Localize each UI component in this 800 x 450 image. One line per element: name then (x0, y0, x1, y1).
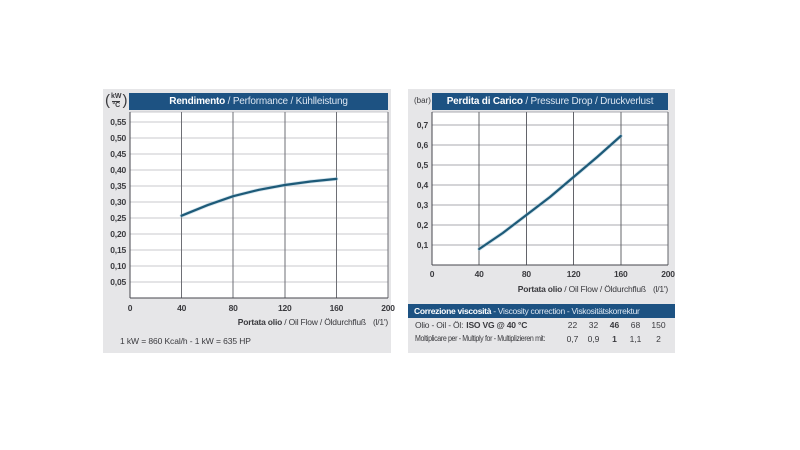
visc-header-primary: Correzione viscosità (414, 306, 492, 316)
oil-label-bold: ISO VG @ 40 °C (466, 320, 528, 330)
xlabel-rest: / Oil Flow / Öldurchfluß (282, 317, 366, 327)
performance-panel: 0,05 0,10 0,15 0,20 0,25 0,30 0,35 0,40 0,45 0,50… (103, 89, 395, 353)
y-tick-label: 0,35 (110, 181, 126, 191)
y-tick-label: 0,25 (110, 213, 126, 223)
pressure-drop-chart: 0,1 0,2 0,3 0,4 0,5 0,6 0,7 0 40 80 120 160 200 (417, 111, 675, 279)
y-tick-label: 0,55 (110, 117, 126, 127)
xlabel-bold: Portata olio (517, 284, 563, 294)
viscosity-row-multiplier: Moltiplicare per - Multiply for - Multip… (408, 334, 675, 346)
xlabel-unit: (l/1') (372, 317, 388, 327)
visc-header-secondary: - Viscosity correction - Viskositätskorr… (491, 306, 640, 316)
title-primary: Rendimento (169, 96, 226, 107)
pressure-y-axis-unit: (bar) (414, 96, 431, 105)
pressure_drop-curve (478, 134, 622, 251)
x-tick-label: 0 (128, 303, 133, 313)
viscosity-row1-value: 68 (630, 320, 641, 330)
y-tick-label: 0,15 (110, 245, 126, 255)
viscosity-row2-value: 1 (612, 334, 617, 344)
viscosity-row2-value: 0,7 (566, 334, 579, 344)
xlabel-rest: / Oil Flow / Öldurchfluß (562, 284, 646, 294)
x-tick-label: 120 (567, 269, 581, 279)
oil-grade-values: 22 32 46 68 150 (562, 320, 671, 330)
x-tick-label: 160 (614, 269, 628, 279)
y-tick-label: 0,50 (110, 133, 126, 143)
title-secondary: / Performance / Kühlleistung (225, 96, 348, 107)
pressure-drop-panel: 0,1 0,2 0,3 0,4 0,5 0,6 0,7 0 40 80 120 160 200 (bar… (408, 89, 675, 353)
xlabel-bold: Portata olio (237, 317, 283, 327)
y-tick-label: 0,40 (110, 165, 126, 175)
x-tick-label: 160 (330, 303, 344, 313)
oil-label-regular: Olio - Oil - Öl: (415, 320, 464, 330)
power-conversion-note: 1 kW = 860 Kcal/h - 1 kW = 635 HP (120, 336, 251, 346)
y-tick-label: 0,20 (110, 229, 126, 239)
y-tick-label: 0,05 (110, 277, 126, 287)
oil-grade-label: Olio - Oil - Öl: ISO VG @ 40 °C (415, 320, 527, 330)
viscosity-row1-value: 150 (651, 320, 666, 330)
unit-denominator: °C (112, 100, 121, 109)
title-secondary: / Pressure Drop / Druckverlust (522, 96, 654, 107)
y-tick-label: 0,4 (417, 180, 429, 190)
performance-chart: 0,05 0,10 0,15 0,20 0,25 0,30 0,35 0,40 0,45 0,50… (110, 111, 395, 313)
pressure-drop-chart-title: Perdita di Carico / Pressure Drop / Druc… (432, 93, 668, 110)
y-tick-label: 0,10 (110, 261, 126, 271)
y-tick-label: 0,7 (417, 120, 429, 130)
unit-numerator: kW (111, 92, 122, 100)
multiplier-values: 0,7 0,9 1 1,1 2 (562, 334, 671, 344)
xlabel-unit: (l/1') (652, 284, 668, 294)
viscosity-row-oil-grade: Olio - Oil - Öl: ISO VG @ 40 °C 22 32 46 68 1… (408, 320, 675, 332)
paren-open: ( (105, 92, 110, 109)
paren-close: ) (122, 92, 128, 109)
x-tick-label: 0 (430, 269, 435, 279)
viscosity-row1-value: 46 (609, 320, 620, 330)
y-tick-label: 0,45 (110, 149, 126, 159)
performance-chart-title: Rendimento / Performance / Kühlleistung (129, 93, 388, 110)
y-tick-label: 0,30 (110, 197, 126, 207)
y-tick-label: 0,6 (417, 140, 429, 150)
y-tick-label: 0,1 (417, 240, 429, 250)
performance-x-axis-label: Portata olio / Oil Flow / Öldurchfluß (l/… (238, 317, 388, 327)
pressure-x-axis-label: Portata olio / Oil Flow / Öldurchfluß (l/… (518, 284, 668, 294)
viscosity-row1-value: 22 (567, 320, 578, 330)
y-tick-label: 0,5 (417, 160, 429, 170)
x-tick-label: 40 (475, 269, 485, 279)
performance-y-axis-unit: ( kW °C ) (105, 92, 128, 110)
viscosity-row2-value: 1,1 (629, 334, 642, 344)
multiplier-label: Moltiplicare per - Multiply for - Multip… (415, 334, 545, 343)
x-tick-label: 120 (278, 303, 292, 313)
y-tick-label: 0,2 (417, 220, 429, 230)
performance-curve (180, 177, 338, 217)
viscosity-row2-value: 0,9 (587, 334, 600, 344)
kw-per-degc-fraction: kW °C (110, 93, 123, 110)
x-tick-label: 80 (229, 303, 239, 313)
viscosity-correction-header: Correzione viscosità - Viscosity correct… (408, 304, 675, 318)
viscosity-row1-value: 32 (588, 320, 599, 330)
x-tick-label: 200 (381, 303, 395, 313)
multiplier-label-text: Moltiplicare per - Multiply for - Multip… (415, 334, 546, 343)
viscosity-row2-value: 2 (656, 334, 661, 344)
title-primary: Perdita di Carico (446, 96, 523, 107)
x-tick-label: 40 (177, 303, 187, 313)
y-tick-label: 0,3 (417, 200, 429, 210)
x-tick-label: 80 (522, 269, 532, 279)
x-tick-label: 200 (661, 269, 675, 279)
